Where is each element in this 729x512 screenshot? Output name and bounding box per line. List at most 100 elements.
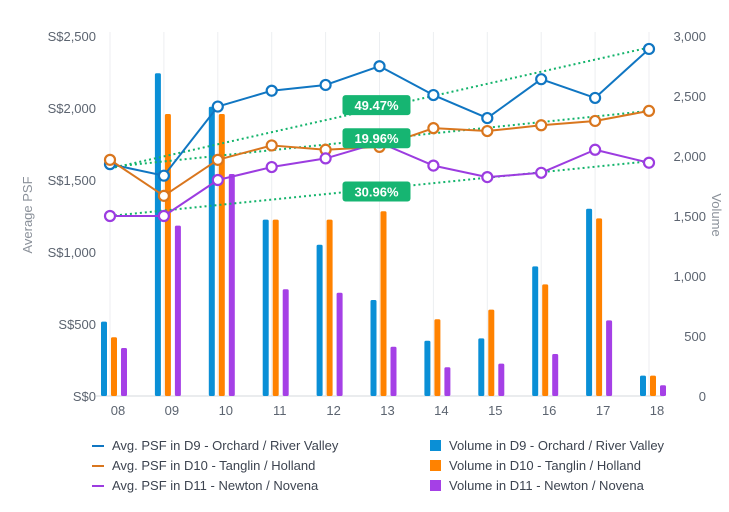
- bar-1: [650, 375, 656, 396]
- point-1: [588, 114, 602, 128]
- legend-bar-swatch: [430, 440, 441, 451]
- y-right-axis-title: Volume: [709, 193, 724, 236]
- bar-1: [380, 211, 387, 396]
- annotation-label: 49.47%: [354, 98, 399, 113]
- y-left-tick-label: S$1,000: [48, 245, 96, 260]
- x-tick-label: 12: [326, 403, 340, 418]
- bar-0: [370, 300, 377, 396]
- bar-2: [606, 320, 613, 396]
- annotation-badge: [342, 181, 411, 202]
- bar-1: [596, 218, 603, 396]
- point-1: [211, 153, 224, 166]
- y-right-tick-label: 2,000: [673, 149, 706, 164]
- x-tick-label: 10: [219, 403, 233, 418]
- bar-2: [444, 367, 451, 396]
- point-1: [157, 189, 170, 202]
- point-2: [427, 159, 440, 172]
- point-2: [265, 160, 278, 174]
- x-tick-label: 16: [542, 403, 556, 418]
- bar-1: [434, 319, 441, 396]
- x-tick-label: 17: [596, 403, 610, 418]
- bar-2: [498, 363, 505, 396]
- bar-0: [424, 340, 431, 396]
- point-2: [481, 171, 494, 184]
- bar-0: [478, 338, 485, 396]
- x-tick-label: 15: [488, 403, 502, 418]
- point-1: [427, 122, 440, 135]
- point-0: [319, 78, 332, 92]
- bar-0: [532, 266, 539, 396]
- bar-0: [640, 375, 646, 396]
- bar-2: [660, 385, 666, 396]
- y-right-tick-label: 2,500: [673, 89, 706, 104]
- x-tick-label: 08: [111, 403, 125, 418]
- point-2: [319, 152, 332, 165]
- legend-label: Avg. PSF in D11 - Newton / Novena: [112, 478, 319, 493]
- x-tick-label: 11: [273, 403, 287, 418]
- legend-bar-swatch: [430, 480, 441, 491]
- bar-1: [272, 219, 279, 396]
- y-left-tick-label: S$0: [73, 389, 96, 404]
- gridlines: [96, 32, 664, 397]
- bar-0: [208, 106, 215, 397]
- point-0: [535, 73, 548, 86]
- y-right-tick-label: 1,500: [673, 209, 706, 224]
- y-left-tick-label: S$2,500: [48, 29, 96, 44]
- y-right-tick-label: 3,000: [673, 29, 706, 44]
- legend-label: Avg. PSF in D9 - Orchard / River Valley: [112, 438, 339, 453]
- bar-2: [336, 292, 343, 396]
- annotation-label: 19.96%: [354, 131, 399, 146]
- point-2: [535, 166, 548, 179]
- legend-label: Volume in D9 - Orchard / River Valley: [449, 438, 665, 453]
- bar-1: [542, 284, 549, 396]
- lines: [103, 42, 656, 223]
- y-right-tick-label: 0: [699, 389, 706, 404]
- x-tick-label: 13: [380, 403, 394, 418]
- legend-label: Volume in D10 - Tanglin / Holland: [449, 458, 641, 473]
- legend-label: Volume in D11 - Newton / Novena: [449, 478, 645, 493]
- y-left-tick-label: S$2,000: [48, 101, 96, 116]
- bar-2: [121, 348, 127, 396]
- point-2: [642, 156, 656, 169]
- y-left-tick-label: S$500: [58, 317, 96, 332]
- x-tick-label: 14: [434, 403, 448, 418]
- y-right-tick-label: 1,000: [673, 269, 706, 284]
- axes: S$0 S$500 S$1,000 S$1,500 S$2,000 S$2,500 0 500…: [20, 29, 724, 418]
- bar-0: [154, 73, 161, 396]
- bar-0: [262, 219, 269, 396]
- point-2: [103, 209, 117, 223]
- point-2: [157, 209, 170, 223]
- x-tick-label: 18: [650, 403, 664, 418]
- bar-1: [488, 309, 495, 396]
- legend-bar-swatch: [430, 460, 441, 471]
- bars: [101, 73, 666, 397]
- legend-label: Avg. PSF in D10 - Tanglin / Holland: [112, 458, 315, 473]
- legend: Avg. PSF in D9 - Orchard / River Valley A…: [92, 438, 665, 493]
- point-0: [211, 100, 224, 113]
- y-left-tick-label: S$1,500: [48, 173, 96, 188]
- point-0: [427, 88, 440, 102]
- bar-2: [552, 354, 559, 396]
- point-0: [265, 84, 278, 97]
- point-1: [265, 139, 278, 152]
- bar-0: [586, 208, 593, 396]
- bar-0: [101, 321, 107, 396]
- bar-1: [111, 337, 117, 396]
- point-0: [373, 60, 386, 73]
- annotation-badge: [342, 128, 411, 149]
- point-1: [642, 104, 656, 117]
- point-2: [211, 173, 224, 187]
- annotation-label: 30.96%: [354, 185, 399, 200]
- point-1: [481, 124, 494, 138]
- point-1: [535, 119, 548, 132]
- bar-0: [316, 244, 323, 396]
- bar-1: [164, 114, 171, 396]
- bar-1: [326, 219, 333, 396]
- point-2: [588, 143, 602, 156]
- annotation-badge: [342, 95, 411, 116]
- point-1: [103, 153, 117, 166]
- point-0: [588, 91, 602, 105]
- point-0: [157, 169, 170, 182]
